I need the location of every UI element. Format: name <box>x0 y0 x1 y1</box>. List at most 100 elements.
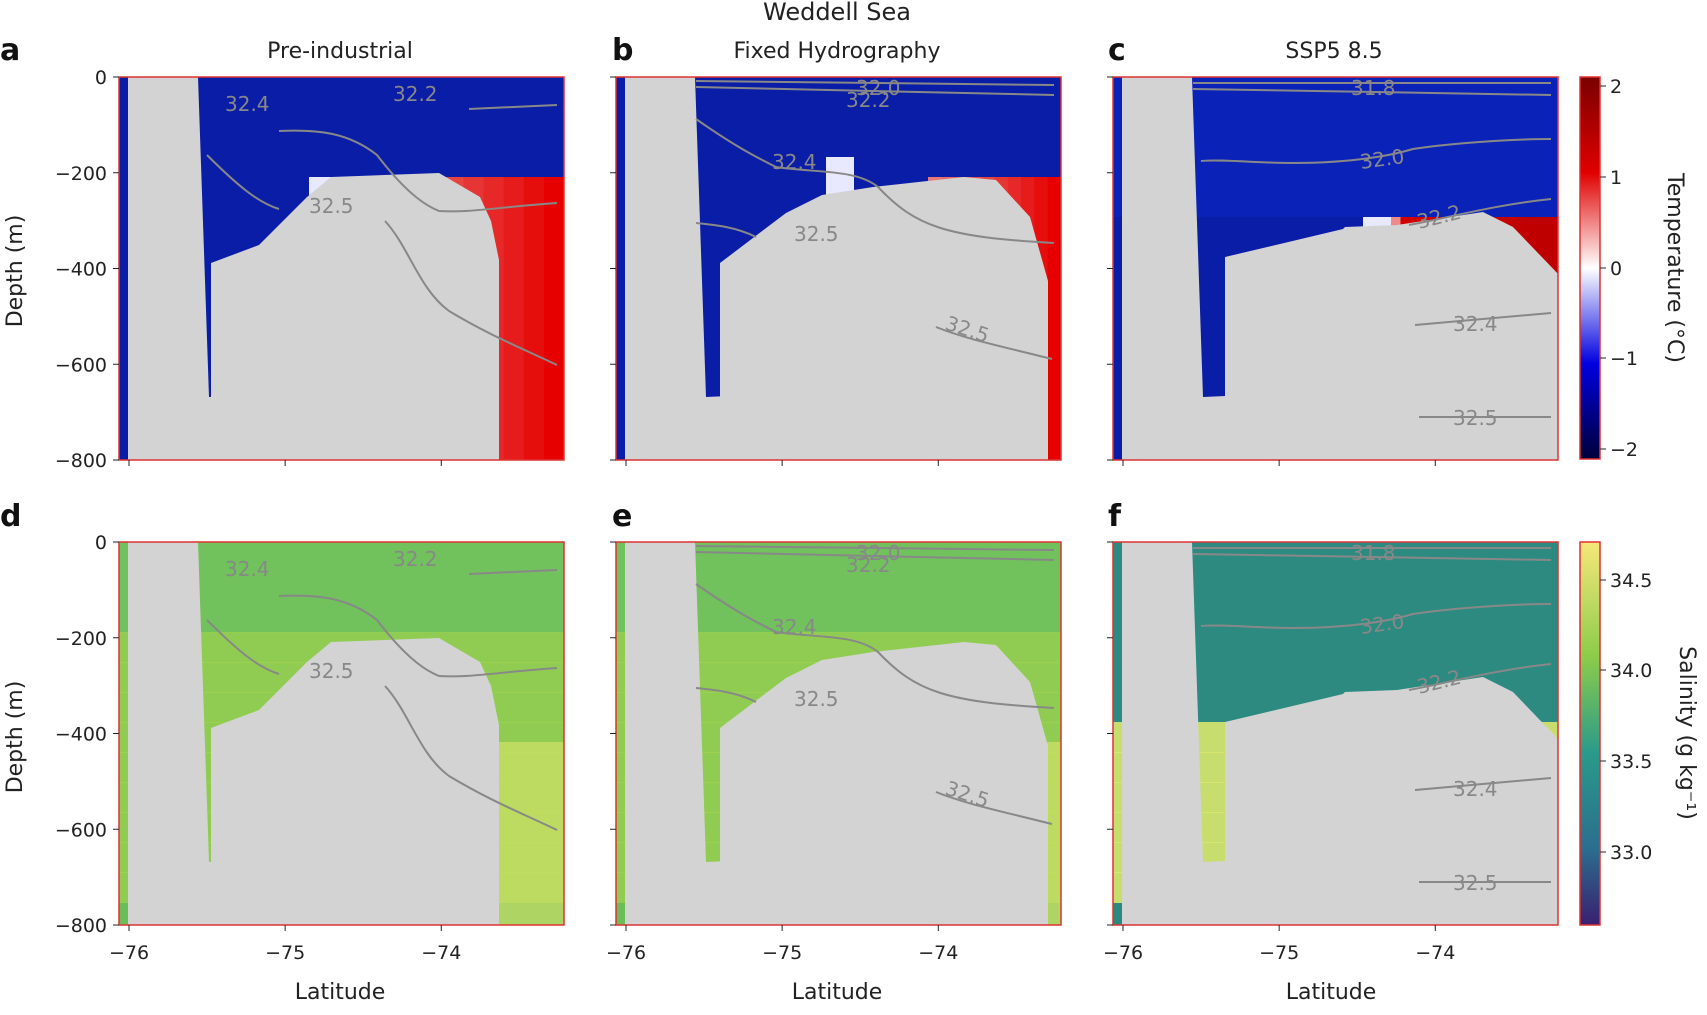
e-contour-line-2 <box>695 551 1055 561</box>
a-contour-label-3: 32.5 <box>309 194 354 218</box>
temp-tick-1: 1 <box>1610 167 1622 189</box>
b-seafloor-slope <box>720 177 1048 460</box>
b-contour-label-2: 32.2 <box>846 88 891 112</box>
a-ytick-0: 0 <box>95 67 107 89</box>
panel-b: 32.032.232.432.532.5 <box>610 76 1062 466</box>
column-title-ssp585: SSP5 8.5 <box>1285 39 1382 64</box>
e-salinity-contours: 32.032.232.432.532.5 <box>695 541 1055 825</box>
a-ytick-3: −600 <box>55 354 107 376</box>
e-contour-line-4 <box>695 687 757 703</box>
d-ytick-2: −400 <box>55 724 107 746</box>
c-seafloor-slope <box>1225 212 1558 460</box>
sal-tick-335: 33.5 <box>1610 751 1652 773</box>
b-contour-label-4: 32.5 <box>794 222 839 246</box>
a-contour-line-2 <box>206 154 280 210</box>
panel-f: 31.832.032.232.432.5−76 −75 −74 <box>1103 541 1559 964</box>
ylabel-row-top: Depth (m) <box>3 215 28 328</box>
c-seafloor-shelf <box>1122 77 1463 460</box>
f-xtick-2: −74 <box>1415 942 1455 964</box>
f-contour-line-2 <box>1192 553 1552 561</box>
figure-suptitle: Weddell Sea <box>763 0 911 26</box>
d-ytick-1: −200 <box>55 628 107 650</box>
temperature-colorbar-label: Temperature (°C) <box>1662 172 1687 363</box>
b-seafloor-shelf <box>625 77 966 460</box>
c-contour-label-5: 32.5 <box>1453 406 1498 430</box>
a-contour-label-2: 32.2 <box>393 82 438 106</box>
a-seafloor-slope <box>211 173 499 460</box>
d-ytick-3: −600 <box>55 819 107 841</box>
c-contour-label-4: 32.4 <box>1453 312 1498 336</box>
panel-c: 31.832.032.232.432.5 <box>1107 76 1559 466</box>
d-contour-line-3 <box>384 685 558 831</box>
xlabel-col-2: Latitude <box>792 980 883 1005</box>
d-contour-label-2: 32.2 <box>393 547 438 571</box>
b-contour-line-2 <box>695 86 1055 96</box>
f-xtick-0: −76 <box>1103 942 1143 964</box>
c-contour-line-2 <box>1192 88 1552 96</box>
f-seafloor-shelf <box>1122 542 1463 925</box>
b-contour-line-4 <box>695 222 757 238</box>
b-contour-line-5 <box>935 326 1053 360</box>
d-xtick-1: −75 <box>265 942 305 964</box>
temp-tick-0: 0 <box>1610 258 1622 280</box>
f-contour-label-1: 31.8 <box>1351 541 1396 565</box>
temp-tick-2: 2 <box>1610 76 1622 98</box>
f-xtick-1: −75 <box>1259 942 1299 964</box>
panel-letter-b: b <box>612 33 633 68</box>
sal-tick-345: 34.5 <box>1610 570 1652 592</box>
e-contour-label-2: 32.2 <box>846 553 891 577</box>
a-contour-line-3 <box>384 220 558 366</box>
temp-tick-m2: −2 <box>1610 439 1638 461</box>
b-contour-label-3: 32.4 <box>772 150 817 174</box>
sal-tick-340: 34.0 <box>1610 660 1652 682</box>
d-xtick-2: −74 <box>421 942 461 964</box>
e-xtick-2: −74 <box>918 942 958 964</box>
sal-tick-330: 33.0 <box>1610 842 1652 864</box>
b-contour-label-1: 32.0 <box>856 76 901 100</box>
panel-d: 32.4 32.2 32.5 0 −200 −400 −600 −800−76 −75 −74 <box>55 532 565 964</box>
temp-tick-m1: −1 <box>1610 348 1638 370</box>
a-seafloor-shelf <box>128 77 469 460</box>
a-ytick-2: −400 <box>55 259 107 281</box>
a-contour-line-4 <box>468 104 558 110</box>
panel-e: 32.032.232.432.532.5−76 −75 −74 <box>606 541 1062 964</box>
ylabel-row-bottom: Depth (m) <box>3 681 28 794</box>
c-contour-line-4 <box>1408 198 1552 226</box>
a-contour-line-1 <box>278 129 558 213</box>
c-contour-line-5 <box>1414 312 1552 326</box>
b-contour-line-1 <box>695 80 1055 86</box>
e-contour-line-3 <box>695 583 1055 709</box>
f-contour-label-4: 32.4 <box>1453 777 1498 801</box>
panel-letter-a: a <box>0 33 20 68</box>
d-ytick-0: 0 <box>95 532 107 554</box>
panel-letter-f: f <box>1108 499 1122 534</box>
f-contour-line-4 <box>1408 663 1552 691</box>
d-contour-line-2 <box>206 619 280 675</box>
salinity-colorbar-label: Salinity (g kg⁻¹) <box>1674 646 1699 820</box>
a-ytick-1: −200 <box>55 163 107 185</box>
e-contour-label-1: 32.0 <box>856 541 901 565</box>
e-contour-line-5 <box>935 791 1053 825</box>
d-contour-label-1: 32.4 <box>225 557 270 581</box>
c-contour-label-1: 31.8 <box>1351 76 1396 100</box>
d-xtick-0: −76 <box>109 942 149 964</box>
e-xtick-0: −76 <box>606 942 646 964</box>
column-title-pre-industrial: Pre-industrial <box>267 39 413 64</box>
salinity-colorbar: 34.5 34.0 33.5 33.0 Salinity (g kg⁻¹) <box>1579 541 1699 926</box>
panel-letter-d: d <box>0 499 21 534</box>
c-contour-line-3 <box>1200 138 1552 165</box>
f-contour-label-5: 32.5 <box>1453 871 1498 895</box>
d-salinity-contours: 32.4 32.2 32.5 <box>206 547 558 831</box>
b-contour-line-3 <box>695 118 1055 244</box>
f-salinity-contours: 31.832.032.232.432.5 <box>1192 541 1552 895</box>
e-contour-line-1 <box>695 545 1055 551</box>
a-contour-label-1: 32.4 <box>225 92 270 116</box>
f-seafloor-slope <box>1225 677 1558 925</box>
f-contour-line-5 <box>1414 777 1552 791</box>
d-contour-label-3: 32.5 <box>309 659 354 683</box>
e-seafloor-slope <box>720 642 1048 925</box>
d-seafloor-slope <box>211 638 499 925</box>
a-ytick-4: −800 <box>55 450 107 472</box>
c-salinity-contours: 31.832.032.232.432.5 <box>1192 76 1552 430</box>
